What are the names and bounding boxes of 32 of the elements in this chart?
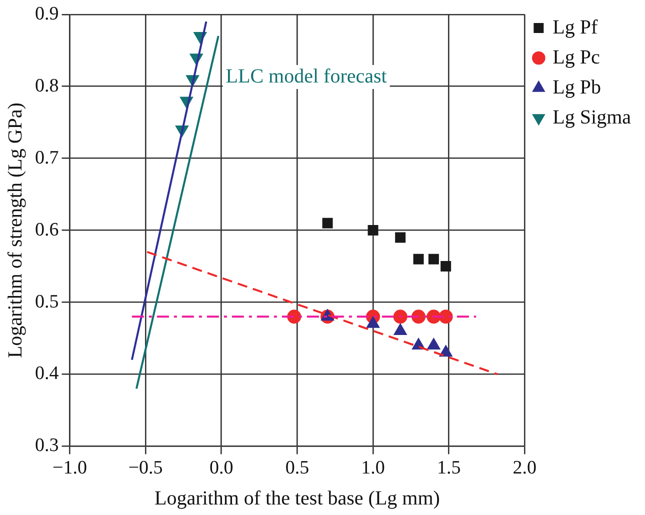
y-tick-label: 0.7 bbox=[35, 147, 59, 168]
y-tick-label: 0.5 bbox=[35, 291, 59, 312]
legend-label: Lg Pf bbox=[552, 16, 598, 38]
y-axis-title: Logarithm of strength (Lg GPa) bbox=[4, 102, 26, 358]
point bbox=[366, 316, 380, 328]
point bbox=[368, 225, 378, 236]
x-tick-label: 1.5 bbox=[436, 458, 461, 479]
y-tick-label: 0.4 bbox=[35, 363, 60, 384]
x-axis-title: Logarithm of the test base (Lg mm) bbox=[154, 487, 440, 510]
x-tick-label: 1.0 bbox=[361, 458, 385, 479]
point bbox=[393, 310, 408, 324]
point bbox=[428, 254, 439, 264]
x-tick-label: −0.5 bbox=[128, 458, 163, 479]
y-tick-label: 0.9 bbox=[35, 3, 59, 24]
y-tick-label: 0.8 bbox=[35, 75, 59, 96]
legend-label: Lg Pc bbox=[552, 46, 600, 68]
point bbox=[440, 261, 452, 272]
y-tick-label: 0.6 bbox=[35, 219, 59, 240]
legend-label: Lg Sigma bbox=[552, 106, 632, 128]
x-tick-label: 2.0 bbox=[512, 458, 537, 479]
point bbox=[394, 324, 407, 336]
point bbox=[395, 232, 406, 243]
x-tick-label: 0.5 bbox=[285, 458, 310, 479]
legend-label: Lg Pb bbox=[552, 76, 602, 98]
annotation: LLC model forecast bbox=[226, 65, 388, 88]
x-tick-label: −1.0 bbox=[52, 458, 87, 479]
point bbox=[427, 338, 440, 350]
point bbox=[440, 346, 452, 357]
point bbox=[413, 254, 424, 264]
y-tick-label: 0.3 bbox=[35, 435, 59, 456]
point bbox=[322, 218, 333, 228]
x-tick-label: 0.0 bbox=[210, 458, 234, 479]
